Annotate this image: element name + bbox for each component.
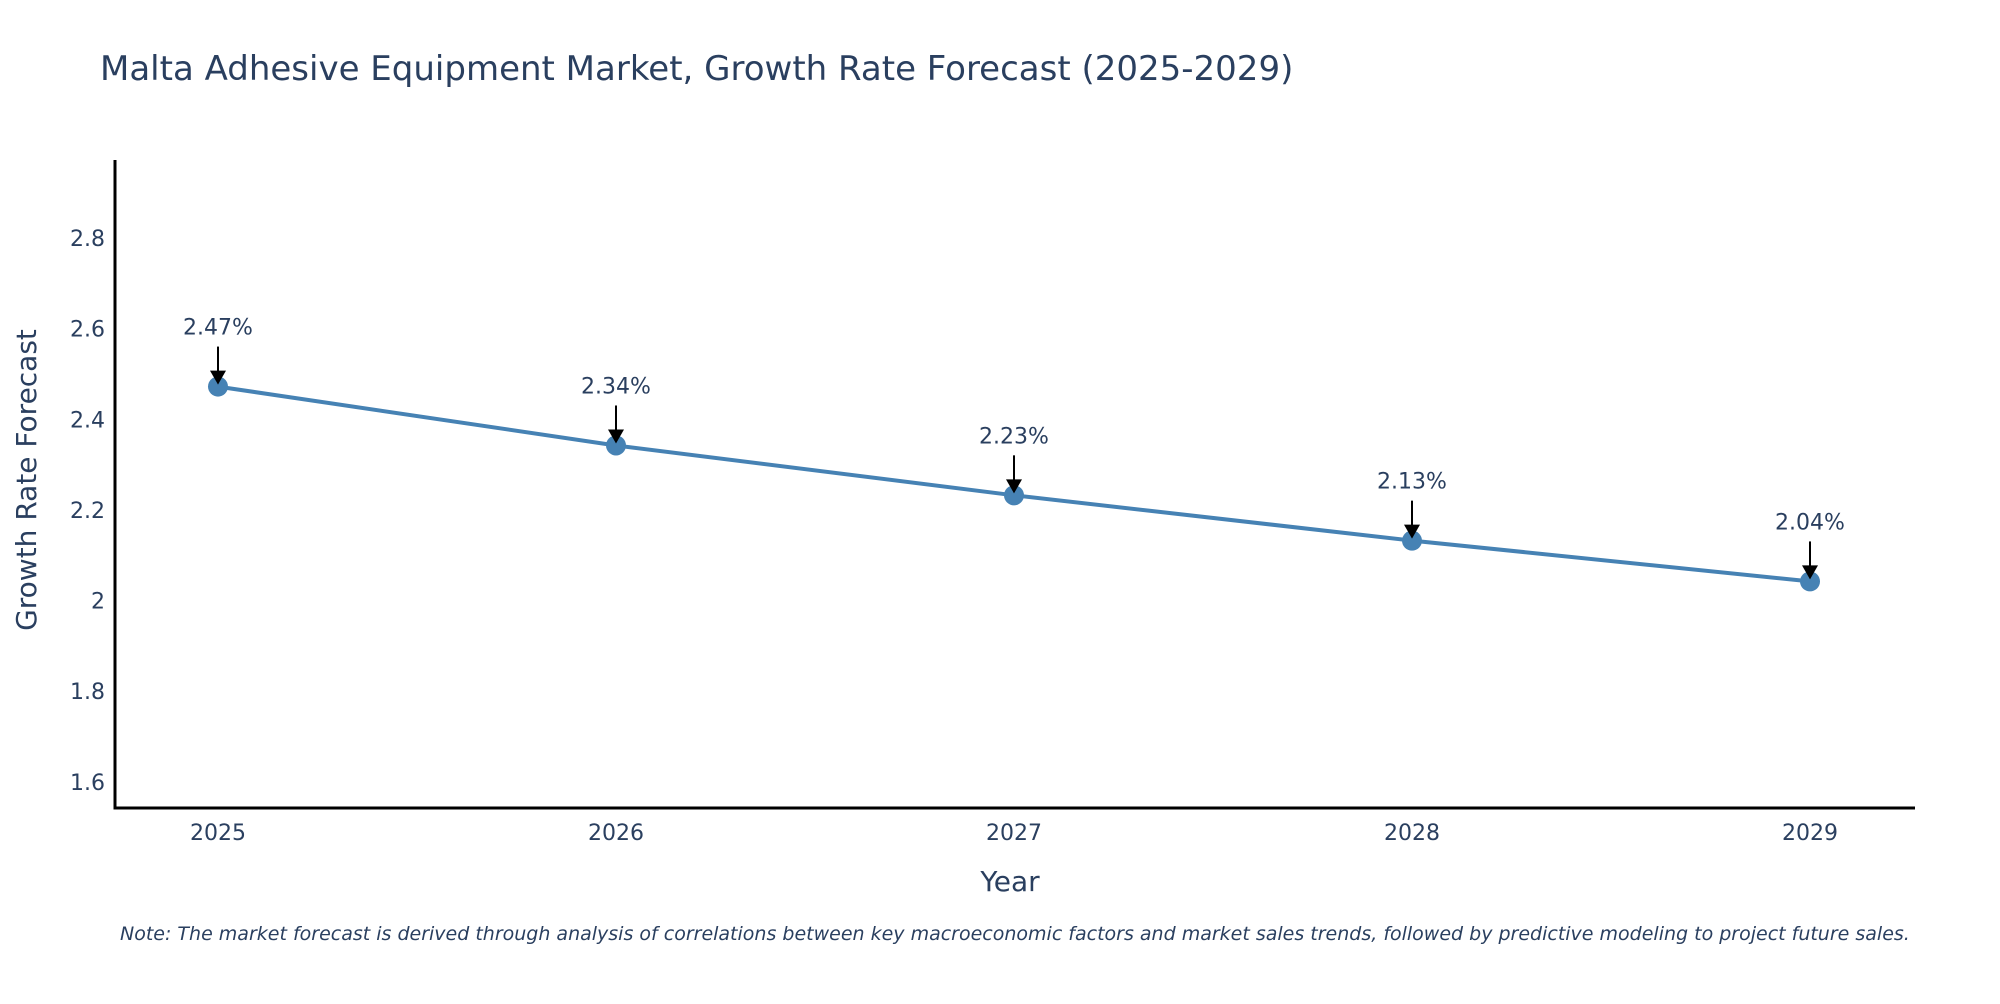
data-point [1800, 571, 1820, 592]
y-tick-label: 2.8 [70, 227, 105, 252]
chart-title: Malta Adhesive Equipment Market, Growth … [100, 49, 1293, 89]
annotation-arrow-head [608, 429, 624, 444]
annotation-arrow-head [1802, 565, 1818, 580]
x-axis-ticks: 2025 2026 2027 2028 2029 [190, 821, 1838, 846]
annotation-arrow-head [1006, 479, 1022, 494]
y-tick-label: 2.4 [70, 408, 105, 433]
data-points [208, 376, 1820, 592]
data-point [208, 376, 228, 397]
data-point [1402, 530, 1422, 551]
x-tick-label: 2027 [986, 821, 1042, 846]
data-label: 2.23% [979, 424, 1049, 449]
y-axis-ticks: 1.6 1.8 2 2.2 2.4 2.6 2.8 [70, 227, 105, 796]
y-tick-label: 1.8 [70, 680, 105, 705]
data-point [606, 435, 626, 456]
y-axis-title: Growth Rate Forecast [10, 329, 43, 631]
y-tick-label: 2.6 [70, 318, 105, 343]
x-tick-label: 2026 [588, 821, 644, 846]
chart-note: Note: The market forecast is derived thr… [120, 923, 1910, 945]
annotation-arrow-head [210, 370, 226, 385]
data-label: 2.34% [581, 374, 651, 399]
data-label: 2.47% [183, 316, 253, 341]
annotation-arrow-head [1404, 524, 1420, 539]
y-tick-label: 2.2 [70, 499, 105, 524]
x-tick-label: 2029 [1782, 821, 1838, 846]
x-tick-label: 2025 [190, 821, 246, 846]
data-label: 2.13% [1377, 470, 1447, 495]
data-label: 2.04% [1775, 510, 1845, 535]
x-axis-title: Year [979, 865, 1040, 898]
data-point [1004, 485, 1024, 506]
data-label-annotations: 2.47% 2.34% 2.23% 2.13% 2.04% [183, 316, 1845, 580]
y-tick-label: 1.6 [70, 771, 105, 796]
x-tick-label: 2028 [1384, 821, 1440, 846]
y-tick-label: 2 [91, 590, 105, 615]
